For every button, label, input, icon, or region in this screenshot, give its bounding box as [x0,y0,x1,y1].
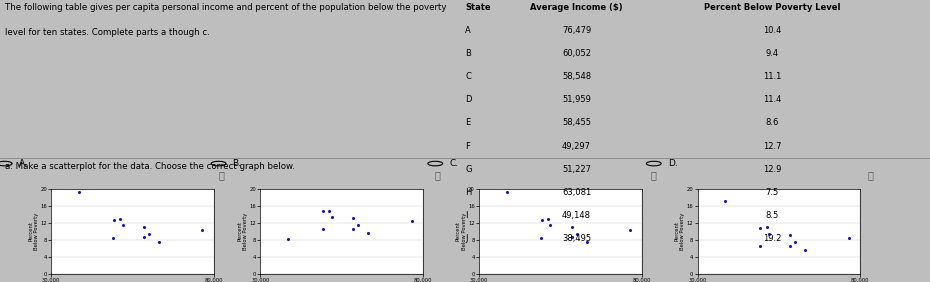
Text: Average Income ($): Average Income ($) [530,3,623,12]
Text: A.: A. [19,159,28,168]
Point [281,237,296,241]
Point [361,231,376,236]
Text: I: I [465,211,468,220]
Text: State: State [465,3,491,12]
Text: D.: D. [668,159,677,168]
Point [141,232,156,236]
Point [115,223,130,228]
Text: Percent Below Poverty Level: Percent Below Poverty Level [704,3,840,12]
Text: G: G [465,165,472,174]
Point [499,190,514,195]
Text: 51,227: 51,227 [562,165,591,174]
Point [107,218,122,222]
Point [535,218,550,222]
Y-axis label: Percent
Below Poverty: Percent Below Poverty [456,213,467,250]
Text: 49,148: 49,148 [562,211,591,220]
Text: 58,548: 58,548 [562,72,591,81]
Y-axis label: Percent
Below Poverty: Percent Below Poverty [28,213,39,250]
Point [351,223,365,228]
Text: J: J [465,234,468,243]
Point [762,232,777,236]
Text: 60,052: 60,052 [562,49,591,58]
Text: ⌕: ⌕ [219,170,224,180]
Text: H: H [465,188,472,197]
Text: 8.5: 8.5 [765,211,778,220]
Point [569,232,584,236]
Text: 38,495: 38,495 [562,234,591,243]
Point [346,216,361,221]
Text: 58,455: 58,455 [562,118,591,127]
Point [195,227,210,232]
Point [543,223,558,228]
Text: 10.4: 10.4 [763,26,781,35]
Point [137,235,152,239]
Point [798,248,813,253]
Point [315,227,330,231]
Text: 76,479: 76,479 [562,26,591,35]
Point [752,244,767,248]
Point [72,190,86,195]
Text: level for ten states. Complete parts a though c.: level for ten states. Complete parts a t… [5,28,209,37]
Y-axis label: Percent
Below Poverty: Percent Below Poverty [237,213,248,250]
Point [565,224,579,229]
Text: F: F [465,142,470,151]
Text: 19.2: 19.2 [763,234,781,243]
Point [718,199,733,203]
Text: ⌕: ⌕ [434,170,440,180]
Text: 8.6: 8.6 [765,118,778,127]
Point [534,235,549,240]
Point [405,219,419,223]
Text: B: B [465,49,471,58]
Text: 12.9: 12.9 [763,165,781,174]
Y-axis label: Percent
Below Poverty: Percent Below Poverty [674,213,685,250]
Text: a. Make a scatterplot for the data. Choose the correct graph below.: a. Make a scatterplot for the data. Choo… [5,162,295,171]
Point [623,227,638,232]
Text: ⌕: ⌕ [651,170,657,180]
Text: 12.7: 12.7 [763,142,781,151]
Point [842,236,857,240]
Text: E: E [465,118,471,127]
Text: D: D [465,95,472,104]
Point [152,240,166,244]
Text: 7.5: 7.5 [765,188,778,197]
Text: 51,959: 51,959 [562,95,591,104]
Point [325,215,339,219]
Text: B.: B. [232,159,242,168]
Point [106,235,121,240]
Text: A: A [465,26,471,35]
Point [316,209,331,214]
Point [322,208,337,213]
Text: 11.1: 11.1 [763,72,781,81]
Point [565,235,579,239]
Point [540,217,555,221]
Text: The following table gives per capita personal income and percent of the populati: The following table gives per capita per… [5,3,446,12]
Text: 9.4: 9.4 [765,49,778,58]
Point [113,217,127,221]
Text: C: C [465,72,471,81]
Text: ⌕: ⌕ [868,170,873,180]
Point [346,226,361,231]
Text: C.: C. [449,159,458,168]
Point [788,240,803,244]
Text: 49,297: 49,297 [562,142,591,151]
Point [753,226,768,231]
Text: 11.4: 11.4 [763,95,781,104]
Text: 63,081: 63,081 [562,188,591,197]
Point [579,240,594,244]
Point [137,224,152,229]
Point [783,243,798,248]
Point [783,233,798,237]
Point [759,225,774,230]
